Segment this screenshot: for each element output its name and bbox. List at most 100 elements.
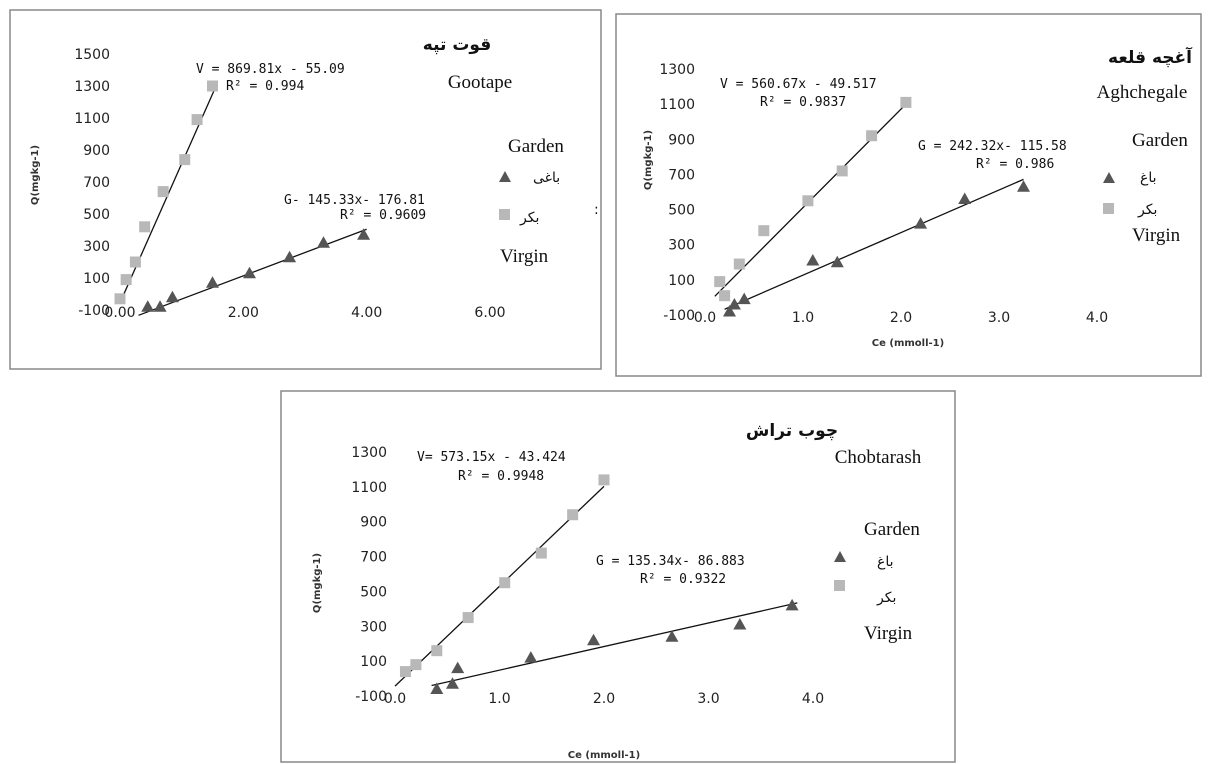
virgin-point: [714, 276, 726, 288]
y-tick-label: 900: [83, 143, 110, 159]
virgin-point: [900, 96, 912, 108]
y-tick-label: 100: [83, 271, 110, 287]
y-tick-label: 500: [83, 207, 110, 223]
legend-footer: Virgin: [500, 246, 549, 267]
x-axis-label: Ce (mmoll-1): [568, 750, 640, 761]
x-tick-label: 2.0: [890, 310, 912, 326]
garden-r2: R² = 0.986: [976, 157, 1054, 172]
y-tick-label: 700: [668, 167, 695, 183]
chart-title: Chobtarash: [835, 447, 922, 468]
legend-label-virgin: بکر: [1137, 202, 1157, 218]
virgin-point: [114, 293, 126, 305]
x-tick-label: 4.00: [351, 305, 382, 321]
chart-title: Aghchegale: [1097, 82, 1188, 103]
virgin-point: [120, 274, 132, 286]
garden-point: [1017, 180, 1030, 192]
virgin-point: [179, 154, 191, 166]
chart-title-fa: آغچه قلعه: [1108, 46, 1193, 68]
virgin-r2: R² = 0.9837: [760, 95, 846, 110]
garden-point: [806, 254, 820, 266]
legend-footer: Virgin: [1132, 225, 1181, 246]
y-tick-label: 700: [360, 550, 387, 566]
virgin-equation: V = 560.67x - 49.517: [720, 77, 877, 92]
garden-equation: G- 145.33x- 176.81: [284, 193, 425, 208]
legend-extra-mark: :: [594, 202, 599, 218]
chart-title-fa: چوب تراش: [746, 421, 838, 441]
y-axis-label: Q(mgkg-1): [312, 553, 323, 613]
legend-marker-virgin: [1103, 203, 1114, 214]
y-tick-label: 300: [360, 619, 387, 635]
y-tick-label: 1100: [351, 480, 387, 496]
garden-point: [723, 304, 736, 317]
y-tick-label: 900: [360, 515, 387, 531]
virgin-point: [431, 645, 443, 657]
chart-title: Gootape: [448, 72, 512, 93]
virgin-point: [139, 221, 151, 233]
chart-title-fa: قوت تپه: [423, 35, 491, 55]
garden-point: [785, 598, 799, 611]
garden-point: [153, 300, 167, 312]
virgin-equation: V= 573.15x - 43.424: [417, 450, 566, 465]
x-tick-label: 2.00: [228, 305, 259, 321]
legend-header: Garden: [864, 519, 920, 540]
virgin-point: [191, 114, 203, 126]
y-axis-label: Q(mgkg-1): [643, 130, 654, 190]
garden-r2: R² = 0.9609: [340, 208, 426, 223]
y-tick-label: 900: [668, 132, 695, 148]
virgin-point: [499, 577, 511, 589]
legend-label-garden: باغی: [533, 170, 560, 186]
garden-point: [243, 266, 256, 279]
virgin-point: [410, 659, 422, 671]
legend-header: Garden: [508, 136, 564, 157]
garden-trendline: [724, 178, 1024, 310]
virgin-point: [157, 186, 169, 198]
virgin-point: [719, 290, 731, 302]
garden-point: [451, 661, 465, 674]
garden-equation: G = 242.32x- 115.58: [918, 139, 1067, 154]
legend-label-garden: باغ: [877, 554, 894, 570]
virgin-point: [535, 547, 547, 559]
chart-chobtarash: چوب تراش Chobtarash Q(mgkg-1) Ce (mmoll-…: [280, 390, 956, 763]
legend-label-garden: باغ: [1140, 170, 1157, 186]
y-axis-label: Q(mgkg-1): [30, 145, 41, 205]
x-tick-label: 0.0: [384, 691, 406, 707]
virgin-point: [836, 165, 848, 177]
garden-point: [357, 228, 371, 240]
garden-point: [737, 292, 751, 305]
garden-point: [665, 630, 679, 642]
garden-point: [206, 276, 219, 288]
virgin-point: [598, 474, 610, 486]
y-tick-label: 1100: [659, 97, 695, 113]
virgin-r2: R² = 0.9948: [458, 469, 544, 484]
chart-gootape: قوت تپه Gootape Q(mgkg-1) V = 869.81x - …: [9, 9, 602, 370]
x-tick-label: 1.0: [488, 691, 510, 707]
x-axis-label: Ce (mmoll-1): [872, 338, 944, 349]
y-tick-label: 1300: [659, 62, 695, 78]
y-tick-label: 100: [668, 273, 695, 289]
y-tick-label: 1500: [74, 47, 110, 63]
y-tick-label: 1300: [351, 445, 387, 461]
x-tick-label: 4.0: [1086, 310, 1108, 326]
garden-trendline: [431, 602, 798, 687]
y-tick-label: 1300: [74, 79, 110, 95]
legend-label-virgin: بکر: [519, 210, 539, 226]
garden-point: [524, 651, 538, 663]
x-tick-label: 4.0: [802, 691, 824, 707]
garden-point: [914, 217, 928, 229]
virgin-point: [462, 612, 474, 624]
virgin-point: [399, 666, 411, 678]
y-tick-label: 700: [83, 175, 110, 191]
y-tick-label: 500: [360, 584, 387, 600]
garden-point: [727, 297, 741, 310]
x-tick-label: 0.0: [694, 310, 716, 326]
x-tick-label: 6.00: [474, 305, 505, 321]
garden-point: [733, 618, 747, 630]
x-tick-label: 3.0: [697, 691, 719, 707]
legend-header: Garden: [1132, 130, 1188, 151]
y-tick-label: -100: [663, 308, 695, 324]
virgin-point: [866, 130, 878, 142]
x-tick-label: 2.0: [593, 691, 615, 707]
y-tick-label: -100: [78, 303, 110, 319]
chart-frame: [9, 9, 602, 370]
